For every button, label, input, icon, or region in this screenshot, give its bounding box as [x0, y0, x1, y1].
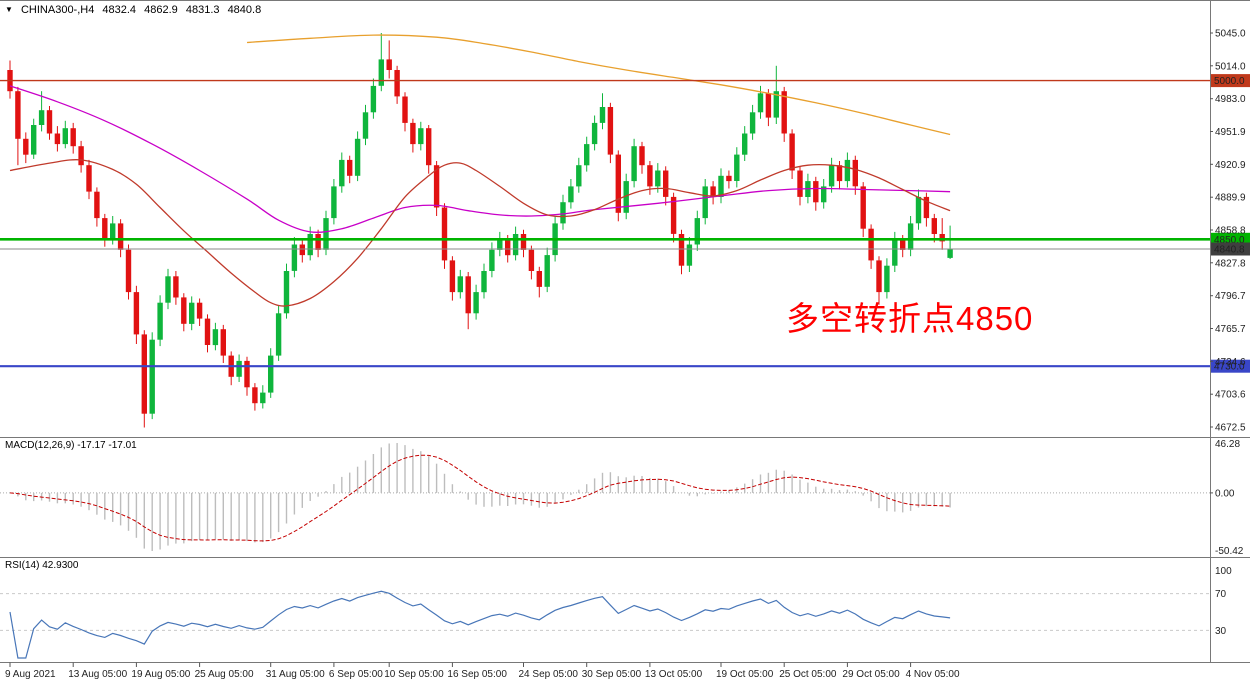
candles-layer: [7, 33, 953, 428]
svg-text:-50.42: -50.42: [1215, 546, 1244, 557]
svg-text:4730.0: 4730.0: [1214, 362, 1245, 373]
rsi-indicator-label: RSI(14) 42.9300: [5, 560, 79, 571]
svg-text:13 Aug 05:00: 13 Aug 05:00: [68, 669, 127, 680]
chart-annotation-text[interactable]: 多空转折点4850: [786, 300, 1034, 337]
ma-medium-magenta: [9, 85, 951, 233]
ohlc-open-value: 4832.4: [102, 4, 137, 16]
svg-text:4765.7: 4765.7: [1215, 324, 1246, 335]
svg-text:19 Aug 05:00: 19 Aug 05:00: [131, 669, 190, 680]
svg-text:6 Sep 05:00: 6 Sep 05:00: [329, 669, 383, 680]
macd-panel: 46.28 0.00 -50.42: [0, 439, 1244, 557]
svg-text:4951.9: 4951.9: [1215, 127, 1246, 138]
svg-text:4983.0: 4983.0: [1215, 94, 1246, 105]
svg-text:19 Oct 05:00: 19 Oct 05:00: [716, 669, 774, 680]
ma-slow-orange: [246, 34, 951, 136]
ohlc-low-value: 4831.3: [185, 4, 220, 16]
svg-text:30: 30: [1215, 626, 1227, 637]
svg-text:29 Oct 05:00: 29 Oct 05:00: [842, 669, 900, 680]
price-tag-4730.0[interactable]: 4730.0: [1211, 359, 1250, 373]
panel-separators: [0, 0, 1250, 663]
svg-text:4840.8: 4840.8: [1214, 245, 1245, 256]
svg-text:5045.0: 5045.0: [1215, 29, 1246, 40]
svg-text:10 Sep 05:00: 10 Sep 05:00: [384, 669, 444, 680]
svg-text:70: 70: [1215, 589, 1227, 600]
macd-indicator-label: MACD(12,26,9) -17.17 -17.01: [5, 440, 137, 451]
svg-text:4734.6: 4734.6: [1215, 357, 1246, 368]
ma-fast-red: [9, 159, 951, 307]
svg-text:4703.6: 4703.6: [1215, 390, 1246, 401]
ohlc-close-value: 4840.8: [227, 4, 262, 16]
price-tag-4840.8[interactable]: 4840.8: [1211, 242, 1250, 256]
svg-text:5014.0: 5014.0: [1215, 61, 1246, 72]
moving-averages-layer: [9, 34, 951, 307]
svg-text:24 Sep 05:00: 24 Sep 05:00: [519, 669, 579, 680]
svg-text:4827.8: 4827.8: [1215, 258, 1246, 269]
ohlc-high-value: 4862.9: [144, 4, 178, 16]
svg-text:31 Aug 05:00: 31 Aug 05:00: [266, 669, 325, 680]
svg-text:100: 100: [1215, 566, 1232, 577]
svg-text:4920.9: 4920.9: [1215, 160, 1246, 171]
rsi-panel: 100 70 30: [0, 566, 1232, 659]
svg-text:46.28: 46.28: [1215, 439, 1240, 450]
symbol-period-label: CHINA300-,H4: [20, 4, 95, 16]
rsi-line: [9, 590, 951, 659]
svg-text:25 Oct 05:00: 25 Oct 05:00: [779, 669, 837, 680]
macd-signal-line: [9, 454, 951, 542]
svg-text:4850.0: 4850.0: [1214, 235, 1245, 246]
svg-text:25 Aug 05:00: 25 Aug 05:00: [195, 669, 254, 680]
svg-text:4 Nov 05:00: 4 Nov 05:00: [906, 669, 960, 680]
price-axis[interactable]: 5045.0 5014.0 4983.0 4951.9 4920.9 4889.9 4858…: [1210, 0, 1246, 663]
time-axis[interactable]: 9 Aug 2021 13 Aug 05:00 19 Aug 05:00 25 Aug…: [5, 662, 960, 681]
svg-text:4889.9: 4889.9: [1215, 193, 1246, 204]
svg-text:4672.5: 4672.5: [1215, 423, 1246, 434]
svg-text:4796.7: 4796.7: [1215, 291, 1246, 302]
svg-text:30 Sep 05:00: 30 Sep 05:00: [582, 669, 642, 680]
svg-text:9 Aug 2021: 9 Aug 2021: [5, 669, 56, 680]
chart-title: ▼ CHINA300-,H4 4832.4 4862.9 4831.3 4840…: [5, 4, 266, 16]
svg-text:0.00: 0.00: [1215, 488, 1235, 499]
svg-text:16 Sep 05:00: 16 Sep 05:00: [447, 669, 507, 680]
collapse-triangle-icon[interactable]: ▼: [5, 5, 13, 14]
svg-text:5000.0: 5000.0: [1214, 76, 1245, 87]
price-tag-5000.0[interactable]: 5000.0: [1211, 74, 1250, 88]
svg-text:13 Oct 05:00: 13 Oct 05:00: [645, 669, 703, 680]
svg-text:4858.8: 4858.8: [1215, 226, 1246, 237]
